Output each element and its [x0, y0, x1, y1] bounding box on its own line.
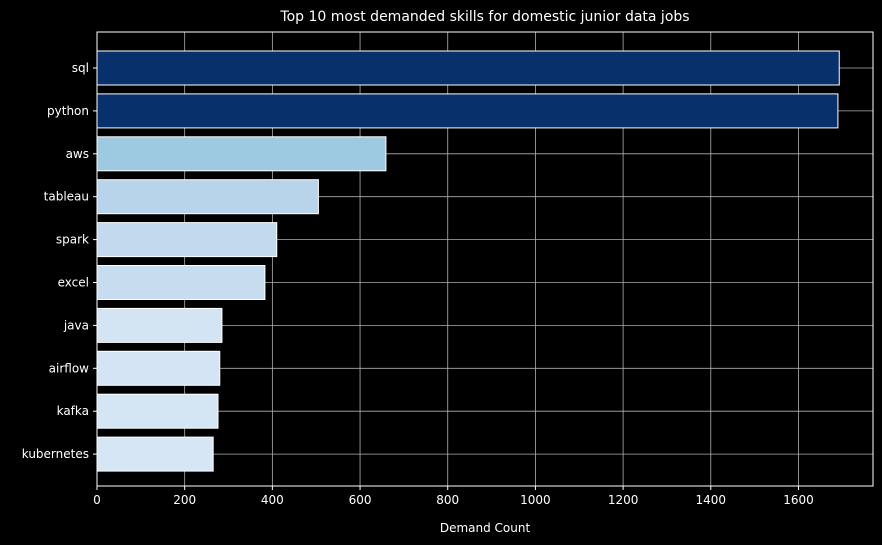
plot-frame — [96, 31, 874, 487]
bar-tableau — [96, 179, 319, 215]
y-tick-label-kafka: kafka — [57, 404, 89, 418]
bar-airflow — [96, 350, 221, 386]
x-tick-label: 0 — [93, 493, 101, 507]
bar-java — [96, 307, 223, 343]
bar-python — [96, 93, 839, 129]
bar-aws — [96, 136, 387, 172]
x-tick-label: 800 — [436, 493, 459, 507]
y-axis-ticks: sql python aws tableau spark excel java airflow… — [22, 61, 97, 461]
y-tick-label-aws: aws — [66, 147, 89, 161]
y-tick-label-airflow: airflow — [49, 361, 90, 375]
y-tick-label-python: python — [47, 104, 89, 118]
x-tick-label: 1400 — [696, 493, 727, 507]
bar-sql — [96, 50, 840, 86]
y-tick-label-java: java — [63, 318, 89, 332]
y-tick-label-tableau: tableau — [44, 190, 89, 204]
x-tick-label: 400 — [261, 493, 284, 507]
y-tick-label-excel: excel — [58, 276, 89, 290]
x-axis-label: Demand Count — [440, 521, 531, 535]
y-tick-label-sql: sql — [72, 61, 89, 75]
y-tick-label-spark: spark — [56, 233, 89, 247]
bar-spark — [96, 222, 278, 258]
bar-kafka — [96, 393, 219, 429]
y-tick-label-kubernetes: kubernetes — [22, 447, 89, 461]
bar-kubernetes — [96, 436, 214, 472]
bar-excel — [96, 265, 266, 300]
x-tick-label: 1600 — [783, 493, 814, 507]
x-tick-label: 600 — [349, 493, 372, 507]
x-tick-label: 1000 — [520, 493, 551, 507]
x-tick-label: 200 — [173, 493, 196, 507]
chart-title: Top 10 most demanded skills for domestic… — [279, 9, 689, 25]
bars — [96, 50, 840, 472]
x-tick-label: 1200 — [608, 493, 639, 507]
x-axis-ticks: 0 200 400 600 800 1000 1200 1400 1600 — [93, 486, 814, 507]
